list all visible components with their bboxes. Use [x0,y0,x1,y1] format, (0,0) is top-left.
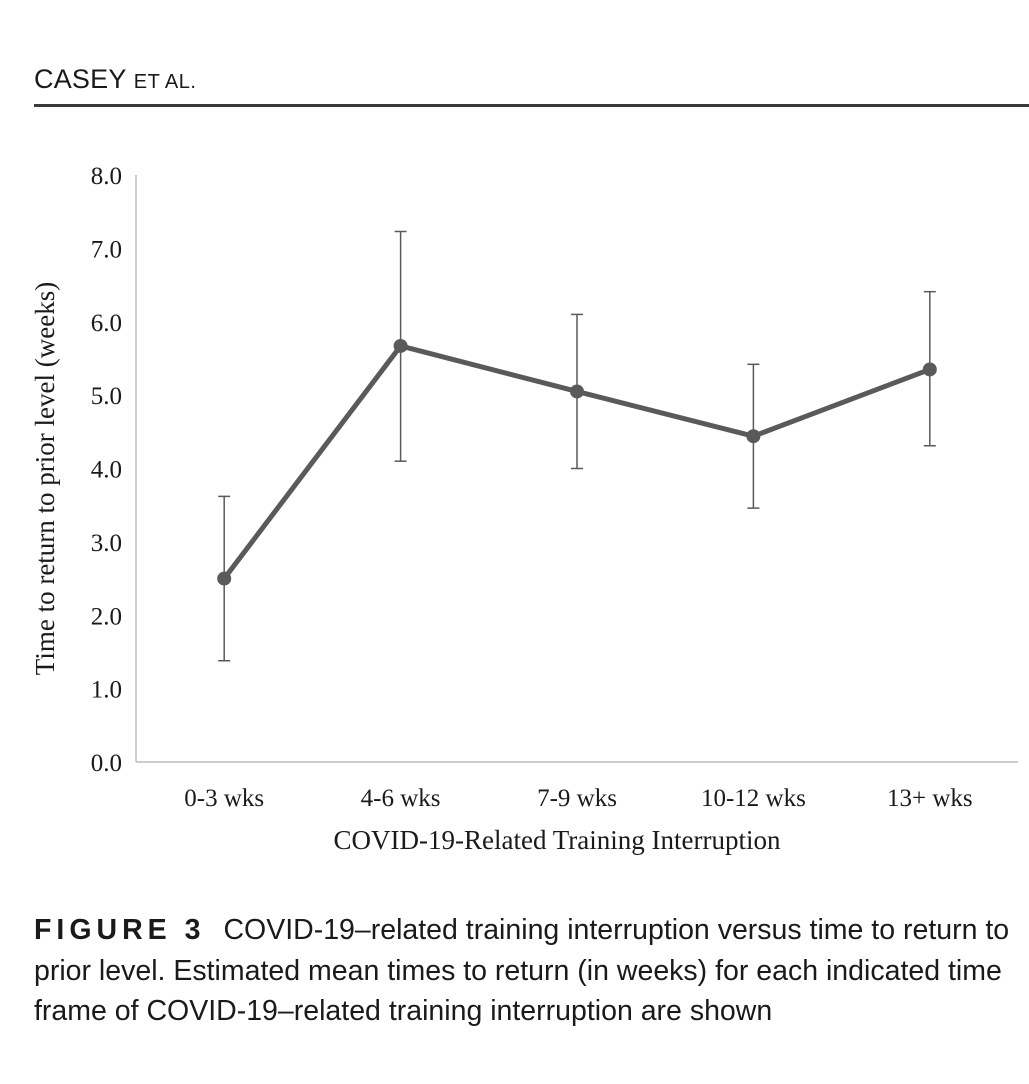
x-tick-label: 13+ wks [887,785,973,812]
y-axis: 0.0 1.0 2.0 3.0 4.0 5.0 6.0 7.0 8.0 [91,163,137,777]
data-point [570,384,584,399]
y-tick-label: 2.0 [91,603,122,630]
x-axis-title: COVID-19-Related Training Interruption [334,825,781,855]
x-tick-label: 10-12 wks [701,785,806,812]
y-axis-title: Time to return to prior level (weeks) [30,282,60,675]
x-tick-label: 0-3 wks [184,785,264,812]
data-point [217,571,232,586]
y-tick-label: 4.0 [91,457,122,484]
x-tick-label: 4-6 wks [361,785,441,812]
data-point [393,338,408,353]
y-tick-label: 8.0 [91,163,122,190]
y-tick-label: 0.0 [91,750,122,777]
running-head-author: CASEY [34,64,127,94]
x-tick-label: 7-9 wks [537,785,617,812]
figure-caption-text: COVID-19–related training interruption v… [34,914,1010,1027]
y-tick-label: 1.0 [91,677,122,704]
y-tick-label: 7.0 [91,236,122,263]
figure-label: FIGURE 3 [34,914,206,946]
line-chart: 0.0 1.0 2.0 3.0 4.0 5.0 6.0 7.0 8.0 0-3 wks 4-6 w… [30,163,1018,855]
chart-series [217,230,937,662]
data-point [746,429,761,444]
figure-caption: FIGURE 3 COVID-19–related training interr… [34,910,1024,1032]
y-tick-label: 6.0 [91,310,122,337]
running-head-suffix: ET AL. [133,71,197,93]
data-point [922,362,937,377]
y-tick-label: 3.0 [91,530,122,557]
running-head: CASEY ET AL. [34,64,196,95]
x-axis: 0-3 wks 4-6 wks 7-9 wks 10-12 wks 13+ wks [136,761,1018,812]
header-rule [34,104,1029,107]
y-tick-label: 5.0 [91,383,122,410]
